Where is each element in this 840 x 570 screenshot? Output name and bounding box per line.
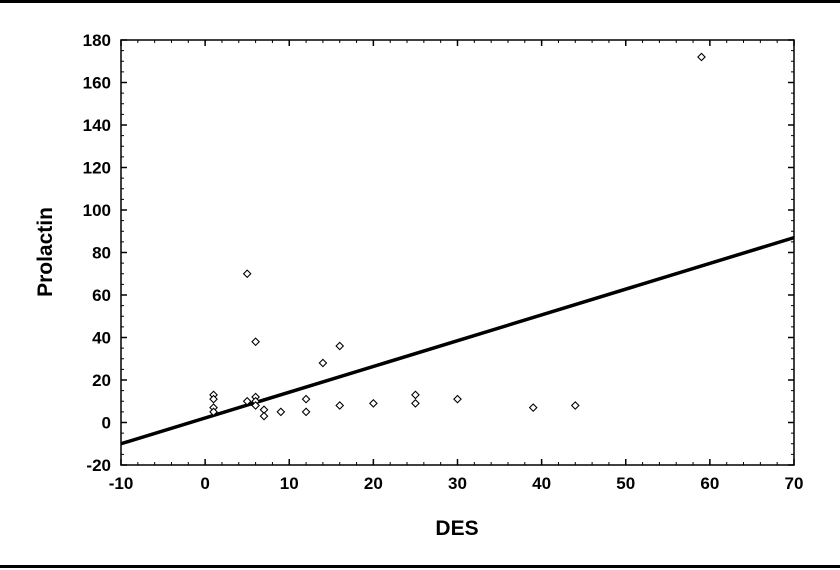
data-point: [318, 358, 328, 368]
x-tick-label: 40: [532, 474, 551, 493]
y-tick-label: 40: [92, 329, 111, 348]
data-point: [411, 390, 420, 400]
x-tick-label: 60: [700, 474, 719, 493]
x-tick-label: 20: [364, 474, 383, 493]
data-point: [209, 407, 218, 417]
x-tick-label: -10: [109, 474, 134, 493]
data-point: [259, 411, 269, 421]
data-point: [453, 394, 462, 404]
y-tick-label: 0: [102, 414, 111, 433]
y-tick-label: 60: [92, 286, 111, 305]
y-tick-label: 140: [83, 116, 111, 135]
x-tick-labels: -10 0 10 20 30 40 50 60 70: [109, 474, 804, 493]
regression-line: [120, 235, 795, 446]
y-tick-label: 120: [83, 159, 111, 178]
x-axis-label: DES: [435, 517, 478, 540]
x-tick-label: 30: [448, 474, 467, 493]
data-points: [209, 52, 706, 421]
data-point: [301, 407, 311, 417]
data-point: [242, 269, 252, 279]
data-point: [276, 407, 286, 417]
y-tick-label: 80: [92, 244, 111, 263]
data-point: [528, 403, 538, 413]
data-point: [411, 398, 420, 408]
data-point: [209, 394, 218, 404]
data-point: [697, 52, 706, 62]
data-point: [570, 401, 580, 410]
x-tick-label: 50: [616, 474, 635, 493]
y-tick-label: 20: [92, 371, 111, 390]
bottom-border: [0, 565, 840, 568]
x-tick-label: 0: [200, 474, 209, 493]
y-tick-label: 180: [83, 31, 111, 50]
data-point: [251, 337, 260, 347]
y-tick-label: 100: [83, 201, 111, 220]
data-point: [242, 396, 252, 406]
data-point: [301, 394, 311, 404]
x-tick-label: 70: [785, 474, 804, 493]
top-border: [0, 0, 840, 3]
data-point: [251, 401, 260, 410]
y-axis-label: Prolactin: [34, 207, 57, 297]
ticks: [120, 39, 795, 466]
data-point: [335, 401, 345, 410]
data-point: [368, 398, 378, 408]
y-tick-labels: -20 0 20 40 60 80 100 120 140 160 180: [83, 31, 111, 475]
data-point: [335, 341, 345, 351]
regression-line-group: [120, 235, 795, 446]
y-tick-label: 160: [83, 74, 111, 93]
x-tick-label: 10: [280, 474, 299, 493]
y-tick-label: -20: [86, 456, 111, 475]
